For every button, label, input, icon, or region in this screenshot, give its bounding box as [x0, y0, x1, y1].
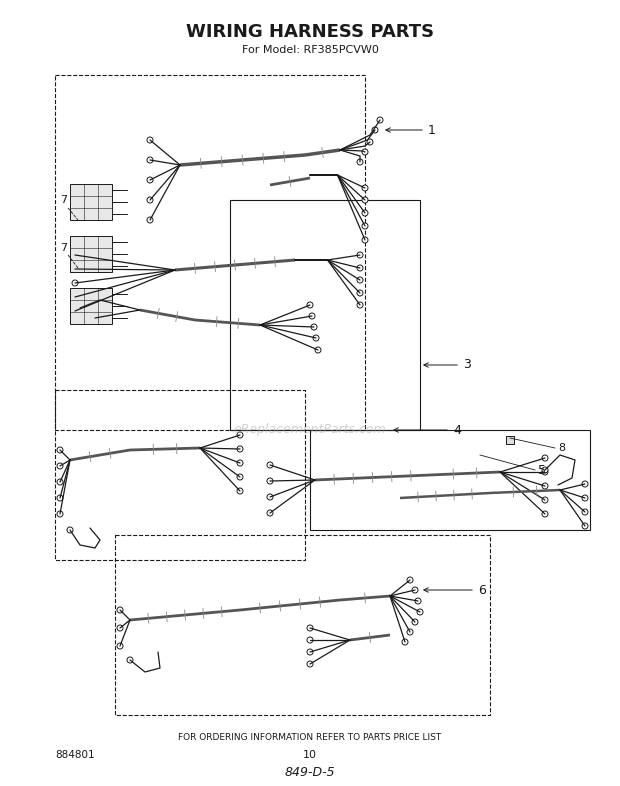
- Circle shape: [362, 197, 368, 203]
- Circle shape: [147, 177, 153, 183]
- Circle shape: [582, 481, 588, 487]
- Circle shape: [357, 290, 363, 296]
- Circle shape: [357, 277, 363, 283]
- Circle shape: [315, 347, 321, 353]
- Circle shape: [362, 185, 368, 191]
- Circle shape: [267, 494, 273, 500]
- Circle shape: [542, 497, 548, 503]
- Circle shape: [307, 661, 313, 667]
- Circle shape: [362, 237, 368, 243]
- Polygon shape: [70, 288, 112, 324]
- Text: 3: 3: [463, 358, 471, 372]
- Circle shape: [412, 587, 418, 593]
- Circle shape: [311, 324, 317, 330]
- Circle shape: [367, 139, 373, 145]
- Circle shape: [407, 629, 413, 635]
- Circle shape: [147, 197, 153, 203]
- Circle shape: [267, 462, 273, 468]
- Circle shape: [72, 252, 78, 258]
- Text: 1: 1: [428, 123, 436, 137]
- Circle shape: [72, 266, 78, 272]
- Circle shape: [57, 447, 63, 453]
- Text: 7: 7: [60, 243, 67, 253]
- Circle shape: [72, 294, 78, 300]
- Circle shape: [92, 315, 98, 321]
- Text: FOR ORDERING INFORMATION REFER TO PARTS PRICE LIST: FOR ORDERING INFORMATION REFER TO PARTS …: [179, 733, 441, 743]
- Circle shape: [127, 657, 133, 663]
- Circle shape: [372, 127, 378, 133]
- Text: WIRING HARNESS PARTS: WIRING HARNESS PARTS: [186, 23, 434, 41]
- Circle shape: [542, 455, 548, 461]
- Text: 10: 10: [303, 750, 317, 760]
- Circle shape: [147, 157, 153, 163]
- Circle shape: [307, 625, 313, 631]
- Text: eReplacementParts.com: eReplacementParts.com: [234, 424, 386, 436]
- Circle shape: [237, 488, 243, 494]
- Circle shape: [72, 308, 78, 314]
- Circle shape: [72, 280, 78, 286]
- Circle shape: [67, 527, 73, 533]
- Circle shape: [357, 302, 363, 308]
- Circle shape: [407, 577, 413, 583]
- Text: For Model: RF385PCVW0: For Model: RF385PCVW0: [242, 45, 378, 55]
- Text: 849-D-5: 849-D-5: [285, 766, 335, 780]
- Circle shape: [357, 159, 363, 165]
- Circle shape: [313, 335, 319, 341]
- Circle shape: [57, 511, 63, 517]
- Circle shape: [377, 117, 383, 123]
- Circle shape: [117, 625, 123, 631]
- Text: 6: 6: [478, 583, 486, 597]
- Circle shape: [582, 509, 588, 515]
- Circle shape: [357, 265, 363, 271]
- Circle shape: [267, 510, 273, 516]
- Circle shape: [309, 313, 315, 319]
- Circle shape: [542, 511, 548, 517]
- Polygon shape: [70, 236, 112, 272]
- Circle shape: [237, 460, 243, 466]
- Circle shape: [57, 479, 63, 485]
- Text: 4: 4: [453, 424, 461, 436]
- Circle shape: [237, 432, 243, 438]
- Circle shape: [77, 305, 83, 311]
- Circle shape: [582, 495, 588, 501]
- Circle shape: [402, 639, 408, 645]
- Circle shape: [357, 252, 363, 258]
- Circle shape: [147, 137, 153, 143]
- Circle shape: [237, 446, 243, 452]
- Circle shape: [415, 598, 421, 604]
- Circle shape: [57, 463, 63, 469]
- Text: 5: 5: [538, 464, 546, 476]
- Circle shape: [542, 483, 548, 489]
- Circle shape: [147, 217, 153, 223]
- Polygon shape: [70, 184, 112, 220]
- Circle shape: [417, 609, 423, 615]
- Circle shape: [582, 523, 588, 529]
- Circle shape: [307, 302, 313, 308]
- Circle shape: [237, 474, 243, 480]
- Circle shape: [362, 210, 368, 216]
- Circle shape: [307, 637, 313, 643]
- Circle shape: [57, 495, 63, 501]
- Text: 8: 8: [558, 443, 565, 453]
- Circle shape: [117, 607, 123, 613]
- Circle shape: [267, 478, 273, 484]
- Text: 884801: 884801: [55, 750, 95, 760]
- Text: 7: 7: [60, 195, 67, 205]
- Circle shape: [362, 149, 368, 155]
- Circle shape: [307, 649, 313, 655]
- Circle shape: [117, 643, 123, 649]
- Circle shape: [362, 223, 368, 229]
- Circle shape: [542, 469, 548, 475]
- Circle shape: [412, 619, 418, 625]
- Circle shape: [542, 467, 548, 473]
